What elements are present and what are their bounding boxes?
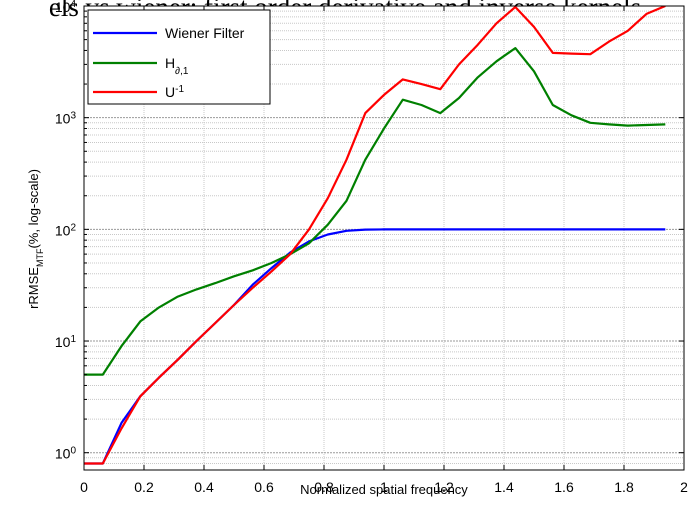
legend-label-u-sup: -1 — [175, 84, 184, 95]
y-axis-label-main: rRMSE — [26, 267, 41, 309]
y-tick-label: 102 — [55, 222, 77, 239]
x-tick-label: 0 — [80, 479, 88, 495]
x-axis: 0 0.2 0.4 0.6 0.8 1 1.2 1.4 1.6 1.8 2 — [80, 6, 688, 495]
y-tick-label: 101 — [55, 334, 77, 351]
legend-box — [87, 9, 271, 105]
y-axis-label-sub: MTF — [35, 248, 45, 267]
legend: Wiener Filter H∂,1 U-1 — [87, 9, 271, 105]
legend-label-u: U-1 — [165, 84, 184, 101]
legend-label-wiener: Wiener Filter — [165, 25, 245, 41]
x-tick-label: 1.8 — [614, 479, 634, 495]
y-tick-label: 104 — [55, 0, 77, 15]
x-tick-label: 0.8 — [314, 479, 334, 495]
series-layer — [84, 6, 666, 465]
y-tick-label: 103 — [55, 110, 77, 127]
x-tick-label: 0.2 — [134, 479, 154, 495]
legend-label-h-main: H — [165, 55, 175, 71]
series-u — [84, 6, 666, 465]
x-tick-label: 0.4 — [194, 479, 214, 495]
x-tick-label: 0.6 — [254, 479, 274, 495]
legend-label-u-main: U — [165, 84, 175, 100]
y-axis: 100 101 102 103 104 — [55, 0, 684, 462]
x-axis-label: Normalized spatial frequency — [300, 482, 468, 497]
x-tick-label: 1.4 — [494, 479, 514, 495]
legend-label-h-sub: ∂,1 — [175, 66, 189, 77]
x-tick-label: 1 — [380, 479, 388, 495]
y-tick-label: 100 — [55, 445, 77, 462]
x-tick-label: 1.2 — [434, 479, 454, 495]
legend-label-h: H∂,1 — [165, 55, 189, 77]
series-h — [84, 46, 666, 376]
x-tick-label: 2 — [680, 479, 688, 495]
x-tick-label: 1.6 — [554, 479, 574, 495]
y-axis-label-rest: (%, log-scale) — [26, 169, 41, 248]
y-axis-label: rRMSEMTF(%, log-scale) — [26, 169, 45, 309]
